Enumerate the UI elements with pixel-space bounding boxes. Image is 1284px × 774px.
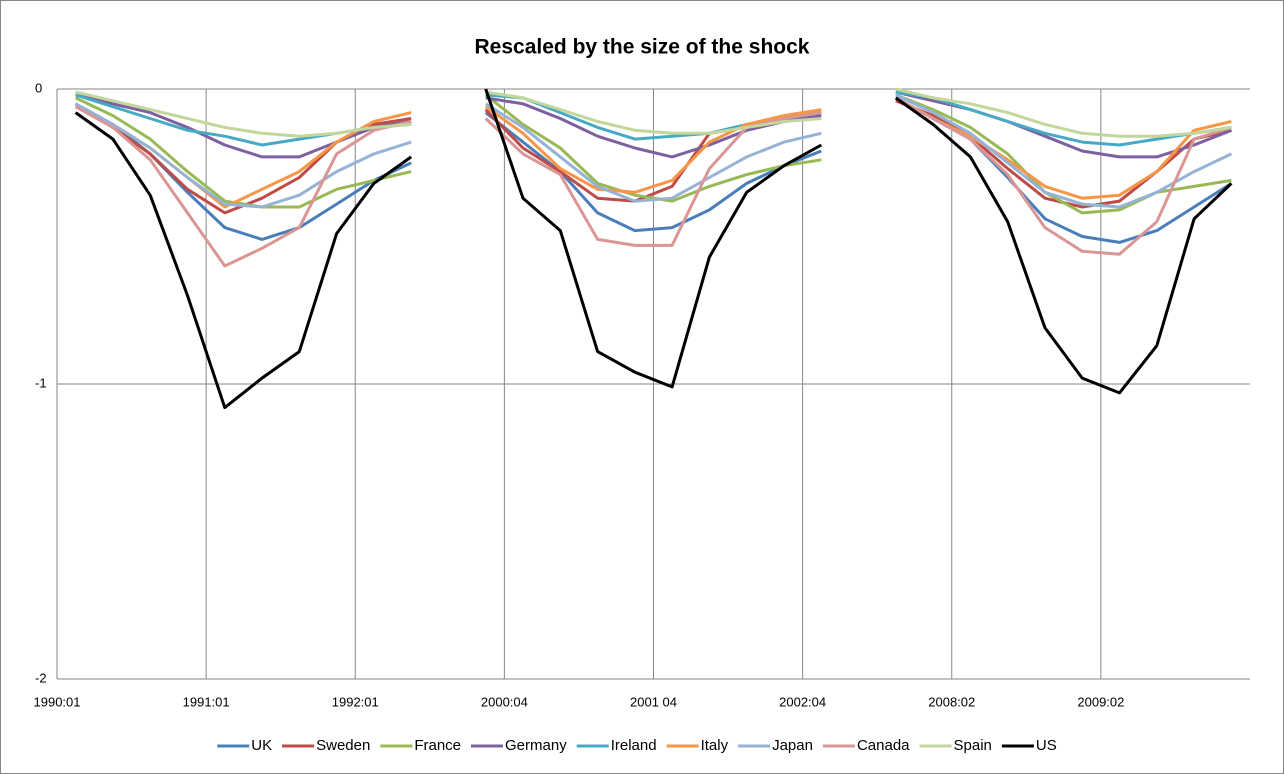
y-tick-label: 0: [35, 80, 42, 95]
x-tick-label: 1992:01: [332, 694, 379, 709]
legend-label: Italy: [701, 737, 729, 754]
legend-label: UK: [251, 737, 272, 754]
legend-label: US: [1036, 737, 1057, 754]
legend-label: Canada: [857, 737, 910, 754]
y-tick-label: -1: [35, 375, 47, 390]
x-tick-label: 2009:02: [1077, 694, 1124, 709]
x-tick-label: 2001 04: [630, 694, 677, 709]
legend-label: Ireland: [611, 737, 657, 754]
x-tick-label: 2008:02: [928, 694, 975, 709]
legend-label: Germany: [505, 737, 567, 754]
legend-label: Spain: [954, 737, 992, 754]
chart-title: Rescaled by the size of the shock: [475, 36, 810, 59]
legend-label: Japan: [772, 737, 813, 754]
x-tick-label: 2000:04: [481, 694, 528, 709]
x-tick-label: 1990:01: [34, 694, 81, 709]
y-tick-label: -2: [35, 670, 47, 685]
x-tick-label: 1991:01: [183, 694, 230, 709]
x-tick-label: 2002:04: [779, 694, 826, 709]
series-line: [74, 88, 1233, 410]
legend-label: Sweden: [316, 737, 370, 754]
legend-label: France: [414, 737, 461, 754]
series-line: [75, 87, 1232, 138]
